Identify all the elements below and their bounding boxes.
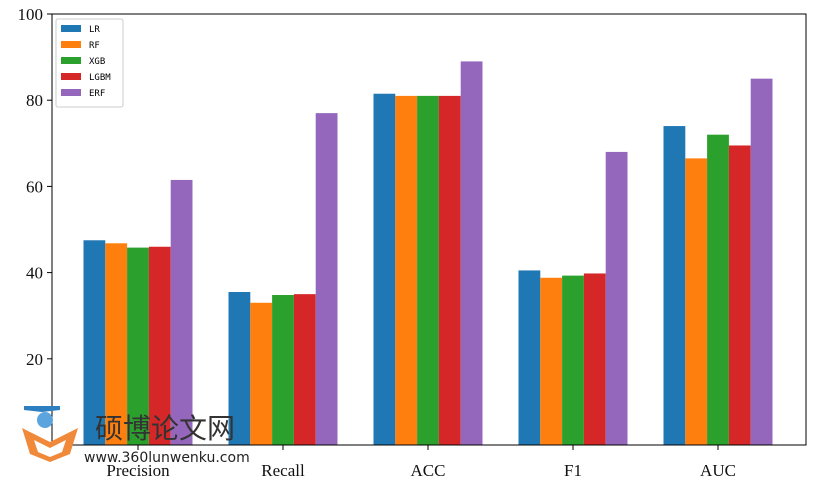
watermark-title: 硕博论文网 <box>95 412 235 445</box>
y-tick-label: 40 <box>26 264 43 283</box>
watermark-url: www.360lunwenku.com <box>84 450 250 466</box>
watermark: 硕博论文网 www.360lunwenku.com <box>22 406 250 466</box>
bar-xgb-acc <box>417 95 439 445</box>
y-tick-label: 100 <box>18 5 44 24</box>
legend-label-lr: LR <box>89 25 100 35</box>
bar-rf-f1 <box>540 277 563 445</box>
bar-lr-precision <box>83 240 106 445</box>
bar-rf-precision <box>105 243 128 445</box>
bar-erf-precision <box>170 179 193 445</box>
legend: LR RF XGB LGBM ERF <box>55 18 124 108</box>
bar-erf-auc <box>750 78 773 446</box>
bar-rf-recall <box>250 302 273 445</box>
bar-erf-recall <box>315 113 338 445</box>
bar-xgb-f1 <box>562 275 584 445</box>
bar-lgbm-precision <box>148 246 171 445</box>
bar-lgbm-acc <box>438 95 461 445</box>
legend-label-erf: ERF <box>89 89 105 99</box>
legend-label-rf: RF <box>89 41 100 51</box>
bar-lr-recall <box>228 292 251 445</box>
bar-rf-auc <box>685 158 708 445</box>
x-tick-label: ACC <box>411 461 446 480</box>
bar-lgbm-f1 <box>583 273 606 445</box>
bar-xgb-precision <box>127 247 149 445</box>
y-tick-label: 80 <box>26 91 43 110</box>
bar-layer <box>83 61 773 446</box>
legend-swatch-erf <box>61 89 81 96</box>
legend-swatch-lgbm <box>61 73 81 80</box>
bar-lgbm-recall <box>293 294 316 445</box>
x-tick-label: AUC <box>700 461 736 480</box>
bar-lr-f1 <box>518 270 541 445</box>
x-tick-label: Precision <box>106 461 170 480</box>
bar-erf-acc <box>460 61 483 445</box>
y-tick-label: 60 <box>26 177 43 196</box>
bar-xgb-recall <box>272 295 294 445</box>
legend-swatch-lr <box>61 25 81 32</box>
bar-lr-auc <box>663 126 686 445</box>
legend-swatch-xgb <box>61 57 81 64</box>
x-tick-label: F1 <box>564 461 582 480</box>
plot-frame <box>51 13 807 446</box>
bar-rf-acc <box>395 95 418 445</box>
bar-xgb-auc <box>707 134 729 445</box>
bar-lgbm-auc <box>728 145 751 445</box>
axis-ticks: 020406080100PrecisionRecallACCF1AUC <box>18 5 736 480</box>
legend-label-lgbm: LGBM <box>89 73 111 83</box>
graduation-cap-icon <box>22 406 78 462</box>
y-tick-label: 20 <box>26 350 43 369</box>
legend-swatch-rf <box>61 41 81 48</box>
bar-erf-f1 <box>605 151 628 446</box>
legend-label-xgb: XGB <box>89 57 105 67</box>
x-tick-label: Recall <box>261 461 305 480</box>
bar-lr-acc <box>373 93 396 446</box>
